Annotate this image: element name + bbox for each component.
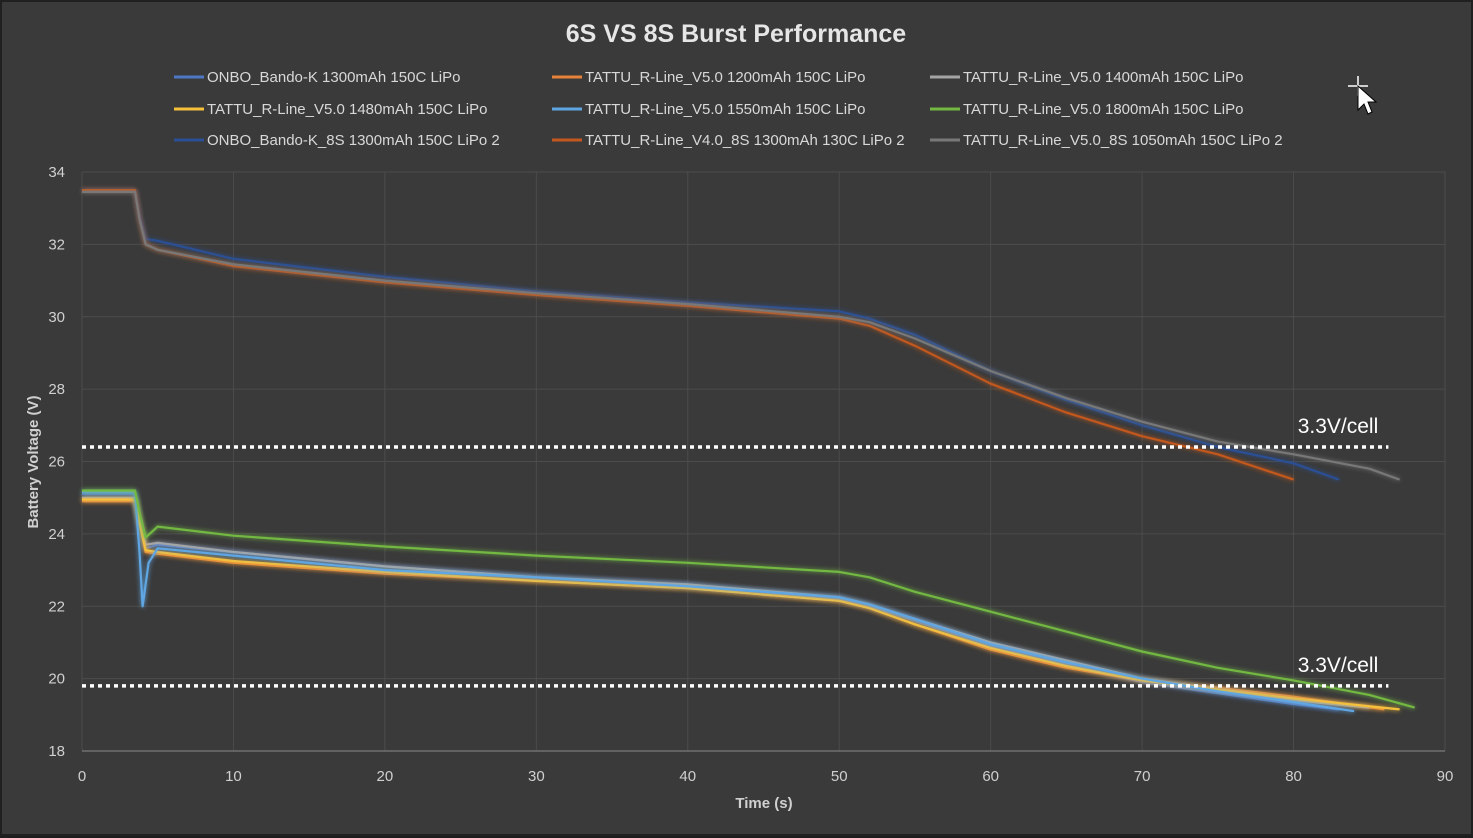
legend-entry: ONBO_Bando-K 1300mAh 150C LiPo — [207, 69, 460, 86]
x-tick-label: 0 — [78, 768, 86, 785]
series-group — [82, 189, 1415, 713]
reference-lines: 3.3V/cell 3.3V/cell — [82, 415, 1389, 688]
legend-entry: TATTU_R-Line_V5.0 1400mAh 150C LiPo — [963, 69, 1243, 86]
y-tick-label: 30 — [48, 309, 65, 326]
reference-line-label: 3.3V/cell — [1298, 654, 1379, 677]
x-tick-label: 90 — [1437, 768, 1454, 785]
y-tick-label: 32 — [48, 236, 65, 253]
legend: ONBO_Bando-K 1300mAh 150C LiPo TATTU_R-Li… — [174, 69, 1283, 149]
x-axis-title: Time (s) — [735, 795, 792, 812]
legend-entry: TATTU_R-Line_V5.0 1480mAh 150C LiPo — [207, 101, 487, 118]
x-tick-label: 50 — [831, 768, 848, 785]
x-tick-label: 80 — [1285, 768, 1302, 785]
y-tick-label: 18 — [48, 743, 65, 760]
y-tick-label: 24 — [48, 526, 65, 543]
series-line-6 — [82, 489, 1415, 709]
y-tick-label: 22 — [48, 598, 65, 615]
x-tick-label: 60 — [982, 768, 999, 785]
legend-entry: ONBO_Bando-K_8S 1300mAh 150C LiPo 2 — [207, 132, 500, 149]
series-line-4 — [82, 498, 1400, 711]
y-tick-label: 34 — [48, 164, 65, 181]
legend-entry: TATTU_R-Line_V5.0 1800mAh 150C LiPo — [963, 101, 1243, 118]
x-tick-label: 30 — [528, 768, 545, 785]
y-axis-title: Battery Voltage (V) — [25, 395, 42, 528]
series-line-9 — [82, 190, 1400, 481]
legend-entry: TATTU_R-Line_V5.0 1550mAh 150C LiPo — [585, 101, 865, 118]
x-tick-label: 70 — [1134, 768, 1151, 785]
y-tick-label: 20 — [48, 671, 65, 688]
x-tick-label: 40 — [679, 768, 696, 785]
x-tick-label: 10 — [225, 768, 242, 785]
y-tick-label: 26 — [48, 454, 65, 471]
chart-title: 6S VS 8S Burst Performance — [566, 20, 907, 48]
series-line-7 — [82, 189, 1340, 481]
y-tick-label: 28 — [48, 381, 65, 398]
legend-entry: TATTU_R-Line_V5.0_8S 1050mAh 150C LiPo 2 — [963, 132, 1283, 149]
axes: 0 10 20 30 40 50 60 70 80 90 18 20 22 24 26 28 30 32 34 — [48, 164, 1453, 785]
legend-entry: TATTU_R-Line_V5.0 1200mAh 150C LiPo — [585, 69, 865, 86]
x-tick-label: 20 — [377, 768, 394, 785]
mouse-cursor-icon — [1348, 76, 1378, 115]
reference-line-label: 3.3V/cell — [1298, 415, 1379, 438]
legend-entry: TATTU_R-Line_V4.0_8S 1300mAh 130C LiPo 2 — [585, 132, 905, 149]
series-line-5 — [82, 491, 1355, 713]
